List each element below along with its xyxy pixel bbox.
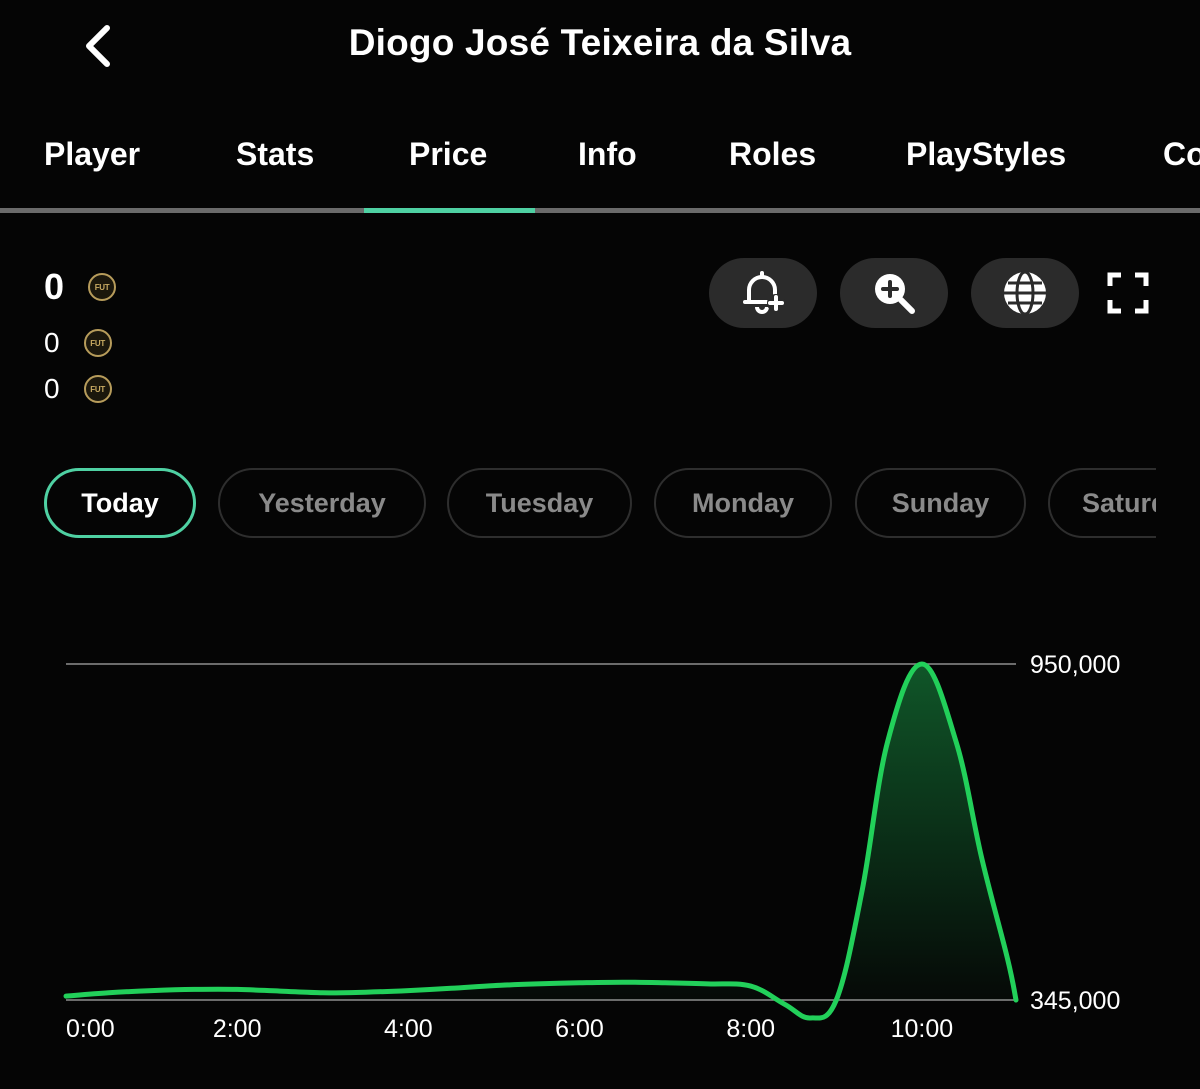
day-chip-sunday[interactable]: Sunday <box>855 468 1026 538</box>
y-tick-label: 950,000 <box>1030 651 1120 679</box>
day-chip-tuesday[interactable]: Tuesday <box>447 468 632 538</box>
fullscreen-button[interactable] <box>1100 265 1156 321</box>
price-tertiary: 0 <box>44 373 60 404</box>
fut-coin-icon: FUT <box>83 375 112 403</box>
region-button[interactable] <box>971 258 1079 328</box>
chevron-left-icon <box>86 25 110 67</box>
day-chip-yesterday[interactable]: Yesterday <box>218 468 426 538</box>
tab-roles[interactable]: Roles <box>729 136 817 172</box>
tab-playstyles[interactable]: PlayStyles <box>906 136 1067 172</box>
active-tab-indicator <box>364 208 535 213</box>
zoom-in-icon <box>875 274 915 314</box>
x-tick-label: 4:00 <box>384 1015 433 1043</box>
tab-info[interactable]: Info <box>578 136 637 172</box>
tab-divider <box>0 208 1200 213</box>
y-tick-label: 345,000 <box>1030 987 1120 1015</box>
price-current: 0 <box>44 266 65 307</box>
back-button[interactable] <box>70 18 126 74</box>
fut-coin-icon: FUT <box>88 273 117 301</box>
x-tick-label: 8:00 <box>726 1015 775 1043</box>
globe-icon <box>1004 270 1046 316</box>
day-chip-monday[interactable]: Monday <box>654 468 832 538</box>
app-header: Diogo José Teixeira da Silva <box>0 0 1200 100</box>
day-selector: Today Yesterday Tuesday Monday Sunday Sa… <box>44 468 1156 540</box>
x-tick-label: 2:00 <box>213 1015 262 1043</box>
tab-bar: Player Stats Price Info Roles PlayStyles… <box>0 112 1200 214</box>
price-alert-button[interactable] <box>709 258 817 328</box>
tab-price[interactable]: Price <box>409 136 488 172</box>
price-chart: 950,000 345,000 0:00 2:00 4:00 6:00 8:00 10:00 <box>0 600 1200 1070</box>
price-series-line <box>63 661 1019 1021</box>
fullscreen-icon <box>1107 272 1149 314</box>
bell-plus-icon <box>743 271 785 314</box>
tab-more[interactable]: Co <box>1163 136 1200 172</box>
price-summary: 0 FUT 0 FUT 0 FUT <box>44 264 117 412</box>
day-chip-today[interactable]: Today <box>44 468 196 538</box>
fut-coin-icon: FUT <box>83 329 112 357</box>
zoom-button[interactable] <box>840 258 948 328</box>
price-area-fill <box>66 664 1016 1019</box>
day-chip-saturday[interactable]: Saturday <box>1048 468 1156 538</box>
tab-stats[interactable]: Stats <box>236 136 315 172</box>
tab-player[interactable]: Player <box>44 136 141 172</box>
price-secondary: 0 <box>44 327 60 358</box>
page-title: Diogo José Teixeira da Silva <box>348 22 852 63</box>
x-tick-label: 6:00 <box>555 1015 604 1043</box>
x-tick-label: 0:00 <box>66 1015 115 1043</box>
price-chart-svg: 950,000 345,000 0:00 2:00 4:00 6:00 8:00 10:00 <box>63 651 1120 1043</box>
x-tick-label: 10:00 <box>891 1015 954 1043</box>
